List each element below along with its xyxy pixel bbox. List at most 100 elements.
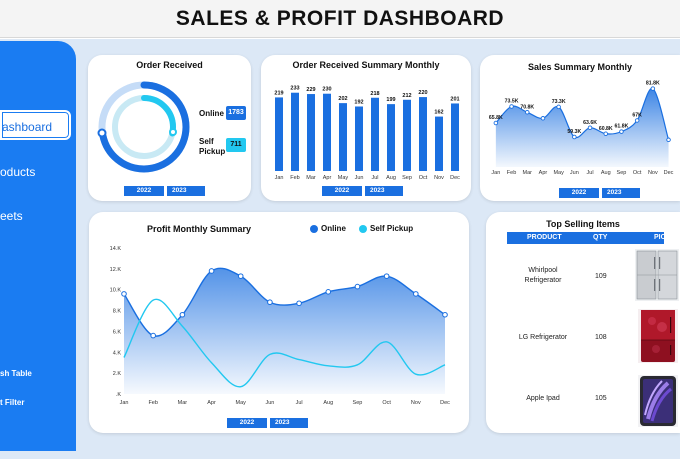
card-title: Order Received: [136, 60, 203, 70]
bar-nov: [435, 116, 443, 171]
x-tick-label: May: [553, 170, 564, 176]
sidebar-item-label: t Filter: [0, 398, 25, 407]
online-area-fill: [124, 268, 445, 394]
year-2023-button[interactable]: 2023: [365, 186, 403, 196]
pickup-value-badge: 711: [226, 138, 246, 152]
x-tick-label: Jul: [296, 400, 303, 406]
summary-monthly-card: Order Received Summary Monthly 219 Jan 233…: [261, 55, 471, 201]
order-received-card: Order Received Online 1783 Self Pickup 7…: [88, 55, 251, 201]
x-tick-label: Dec: [440, 400, 450, 406]
sidebar-item-dashboard[interactable]: ashboard: [0, 110, 71, 140]
sidebar-item-sheets[interactable]: eets: [0, 209, 23, 223]
product-qty: 109: [595, 273, 607, 280]
x-tick-label: Feb: [507, 170, 516, 176]
sales-point: [493, 120, 499, 126]
bar-may: [339, 103, 347, 171]
fridge-silver-icon: [635, 249, 679, 301]
bar-jan: [275, 97, 283, 171]
x-tick-label: Feb: [290, 175, 299, 181]
profit-line-chart: .K 2.K 4.K 6.K 8.K 10.K 12.K 14.K Jan Feb Mar Apr Ma…: [110, 246, 450, 406]
x-tick-label: Jan: [120, 400, 129, 406]
y-tick-label: 10.K: [110, 288, 122, 294]
sidebar-item-products[interactable]: oducts: [0, 165, 35, 179]
x-tick-label: Apr: [323, 175, 332, 181]
bar-value-label: 202: [338, 96, 347, 102]
sales-point: [525, 110, 530, 115]
legend-online-dot: [310, 224, 318, 233]
sales-point: [509, 104, 514, 109]
tablet-icon: [638, 375, 678, 427]
donut-pickup-knob: [169, 128, 177, 136]
sales-value-label: 65.8K: [489, 115, 503, 121]
legend-online: Online: [310, 224, 346, 233]
product-name: LG Refrigerator: [518, 334, 568, 341]
legend-pickup-dot: [359, 224, 367, 233]
year-2022-button[interactable]: 2022: [227, 418, 267, 428]
online-point: [354, 283, 361, 290]
sales-point: [666, 137, 671, 143]
x-tick-label: Sep: [353, 400, 363, 406]
bar-value-label: 201: [450, 96, 459, 102]
bar-jul: [371, 97, 379, 171]
year-2022-button[interactable]: 2022: [559, 188, 599, 198]
x-tick-label: Jul: [371, 175, 378, 181]
card-title: Profit Monthly Summary: [147, 224, 252, 234]
sidebar-item-filter[interactable]: t Filter: [0, 398, 24, 407]
sidebar-item-label: oducts: [0, 165, 36, 179]
sales-point: [587, 125, 593, 131]
column-pic: PIC: [654, 234, 666, 241]
online-point: [442, 311, 448, 318]
y-tick-label: .K: [116, 392, 122, 398]
year-2023-button[interactable]: 2023: [602, 188, 640, 198]
sales-point: [619, 129, 624, 134]
online-point: [179, 311, 186, 318]
bar-feb: [291, 92, 299, 171]
year-2022-button[interactable]: 2022: [124, 186, 164, 196]
sales-value-label: 59.3K: [567, 129, 581, 135]
card-title: Top Selling Items: [546, 219, 620, 229]
x-tick-label: Dec: [664, 170, 674, 176]
order-donut-chart: [97, 81, 190, 173]
x-tick-label: Oct: [419, 175, 428, 181]
pickup-label-1: Self: [199, 137, 214, 146]
bar-mar: [307, 94, 315, 171]
title-bar: SALES & PROFIT DASHBOARD: [0, 0, 680, 38]
card-title: Order Received Summary Monthly: [292, 60, 440, 70]
y-tick-label: 14.K: [110, 246, 122, 252]
sales-value-label: 67K: [632, 112, 642, 118]
online-point: [413, 291, 419, 297]
sales-value-label: 73.5K: [505, 98, 519, 104]
dashboard-title: SALES & PROFIT DASHBOARD: [175, 7, 505, 30]
sales-area-chart: 65.8K Jan 73.5K Feb 70.8K Mar Apr 73.3K May 59.3K…: [489, 81, 674, 176]
online-point: [296, 300, 302, 307]
x-tick-label: May: [338, 175, 349, 181]
x-tick-label: Mar: [523, 170, 533, 176]
online-point: [383, 273, 390, 279]
donut-online-arc: [98, 81, 190, 173]
sales-area-fill: [495, 88, 669, 167]
online-point: [121, 291, 127, 297]
legend-pickup: Self Pickup: [359, 224, 413, 233]
card-title: Sales Summary Monthly: [527, 62, 633, 72]
x-tick-label: Oct: [633, 170, 642, 176]
x-tick-label: Mar: [306, 175, 316, 181]
x-tick-label: Nov: [411, 400, 421, 406]
bar-apr: [323, 93, 331, 171]
column-product: PRODUCT: [527, 234, 562, 241]
year-2022-button[interactable]: 2022: [322, 186, 362, 196]
x-tick-label: Sep: [402, 175, 412, 181]
year-filter: 2022 2023: [322, 186, 403, 196]
y-tick-label: 4.K: [113, 350, 122, 356]
year-2023-button[interactable]: 2023: [270, 418, 308, 428]
sales-point: [572, 134, 577, 140]
y-tick-label: 8.K: [113, 309, 122, 315]
online-value-badge: 1783: [226, 106, 246, 120]
sidebar-item-refresh-table[interactable]: sh Table: [0, 369, 32, 378]
sales-summary-card: Sales Summary Monthly 65.8K Jan 73.5K Feb 70…: [480, 55, 680, 201]
product-qty: 108: [595, 334, 607, 341]
bar-value-label: 219: [274, 90, 283, 96]
bar-value-label: 212: [402, 93, 411, 99]
x-tick-label: Sep: [617, 170, 627, 176]
bar-jun: [355, 106, 363, 171]
year-2023-button[interactable]: 2023: [167, 186, 205, 196]
